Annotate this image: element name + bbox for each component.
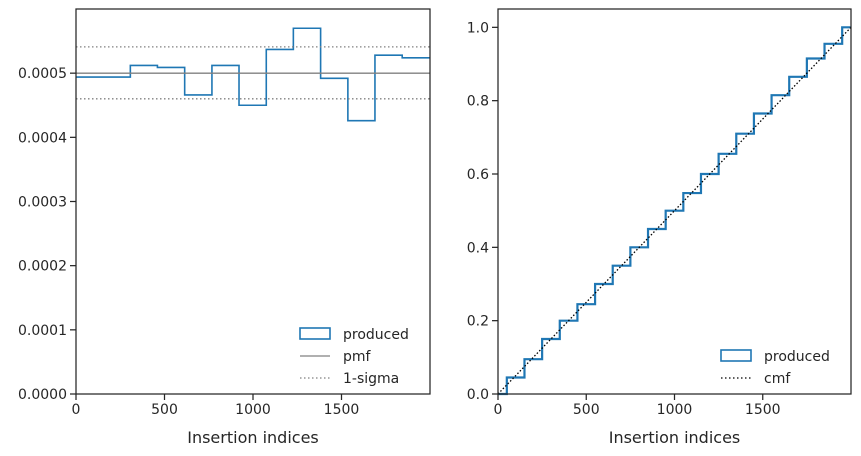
y-tick-label: 0.4 <box>467 240 489 256</box>
cmf-panel: 0 500 1000 1500 0.0 0.2 0.4 0.6 0.8 1.0 Insertion … <box>467 8 852 447</box>
y-tick-label: 0.0002 <box>18 259 67 275</box>
y-tick-label: 0.0000 <box>18 387 67 403</box>
x-tick-label: 1000 <box>235 402 271 418</box>
y-tick-label: 0.0 <box>467 387 489 403</box>
y-tick-label: 1.0 <box>467 20 489 36</box>
cmf-line <box>497 26 852 395</box>
y-tick-label: 0.0004 <box>18 130 67 146</box>
x-tick-label: 0 <box>494 402 503 418</box>
x-tick-label: 1500 <box>324 402 360 418</box>
legend-label: pmf <box>343 349 372 365</box>
x-axis-label: Insertion indices <box>609 428 741 447</box>
y-tick-label: 0.0003 <box>18 195 67 211</box>
x-tick-label: 1000 <box>657 402 693 418</box>
y-tick-label: 0.2 <box>467 314 489 330</box>
x-tick-label: 1500 <box>745 402 781 418</box>
pmf-panel: 0 500 1000 1500 0.0000 0.0001 0.0002 0.0003 0.00… <box>18 8 431 447</box>
legend-label: 1-sigma <box>343 371 399 387</box>
x-tick-label: 0 <box>72 402 81 418</box>
legend-produced-swatch <box>299 327 331 340</box>
x-tick-label: 500 <box>151 402 178 418</box>
legend-label: produced <box>343 327 409 343</box>
legend-produced-swatch <box>720 349 752 362</box>
y-tick-label: 0.0005 <box>18 66 67 82</box>
legend-label: produced <box>764 349 830 365</box>
y-tick-label: 0.6 <box>467 167 489 183</box>
y-tick-label: 0.0001 <box>18 323 67 339</box>
produced-histogram <box>76 27 430 122</box>
produced-cumulative-line <box>498 26 851 396</box>
y-tick-label: 0.8 <box>467 94 489 110</box>
legend-label: cmf <box>764 371 791 387</box>
x-axis-label: Insertion indices <box>187 428 319 447</box>
plot-frame <box>497 8 852 395</box>
x-tick-label: 500 <box>573 402 600 418</box>
